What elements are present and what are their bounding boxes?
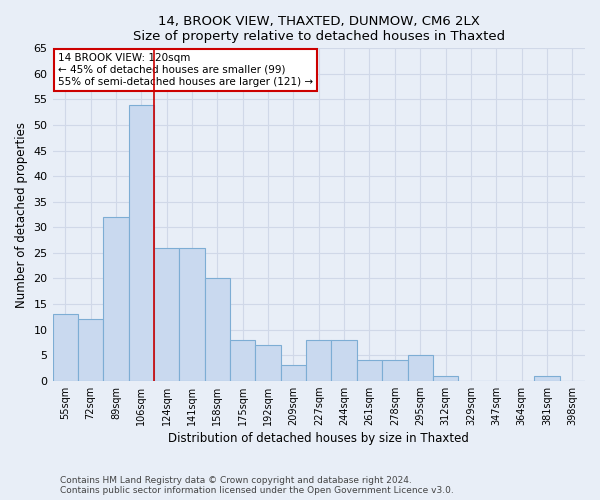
Bar — [78, 320, 103, 380]
Bar — [179, 248, 205, 380]
Bar — [357, 360, 382, 380]
Bar — [53, 314, 78, 380]
Bar — [433, 376, 458, 380]
Bar — [205, 278, 230, 380]
X-axis label: Distribution of detached houses by size in Thaxted: Distribution of detached houses by size … — [169, 432, 469, 445]
Bar — [407, 355, 433, 380]
Bar — [306, 340, 331, 380]
Text: 14 BROOK VIEW: 120sqm
← 45% of detached houses are smaller (99)
55% of semi-deta: 14 BROOK VIEW: 120sqm ← 45% of detached … — [58, 54, 313, 86]
Bar — [331, 340, 357, 380]
Bar — [281, 366, 306, 380]
Text: Contains HM Land Registry data © Crown copyright and database right 2024.
Contai: Contains HM Land Registry data © Crown c… — [60, 476, 454, 495]
Bar — [230, 340, 256, 380]
Title: 14, BROOK VIEW, THAXTED, DUNMOW, CM6 2LX
Size of property relative to detached h: 14, BROOK VIEW, THAXTED, DUNMOW, CM6 2LX… — [133, 15, 505, 43]
Bar — [382, 360, 407, 380]
Bar — [128, 104, 154, 380]
Bar — [256, 345, 281, 380]
Bar — [154, 248, 179, 380]
Bar — [103, 217, 128, 380]
Bar — [534, 376, 560, 380]
Y-axis label: Number of detached properties: Number of detached properties — [15, 122, 28, 308]
